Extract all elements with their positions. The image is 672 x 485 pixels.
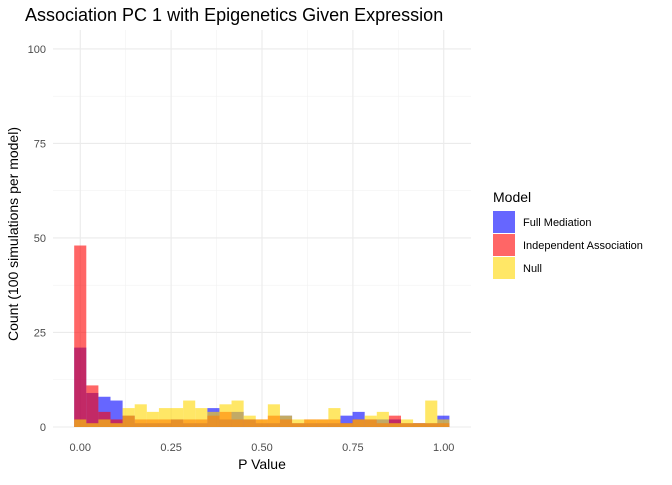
x-tick-label: 0.25 (160, 442, 181, 454)
legend-label-null: Null (523, 263, 542, 275)
x-tick-label: 0.00 (70, 442, 91, 454)
bar-null (219, 404, 232, 427)
major-gridlines (53, 30, 471, 428)
bar-full-mediation (340, 415, 353, 427)
x-tick-label: 1.00 (433, 442, 454, 454)
bar-null (328, 408, 341, 427)
bar-null (86, 423, 99, 427)
bar-null (364, 415, 377, 427)
bar-null (279, 415, 293, 427)
histogram-bars (74, 245, 450, 427)
bar-independent-association (74, 245, 87, 427)
bar-null (243, 415, 256, 427)
bar-null (400, 419, 414, 427)
bar-null (134, 404, 147, 427)
y-tick-label: 25 (34, 327, 46, 339)
bar-null (122, 408, 135, 427)
y-axis-label: Count (100 simulations per model) (5, 127, 21, 341)
chart-title: Association PC 1 with Epigenetics Given … (25, 5, 443, 25)
bar-null (255, 419, 268, 427)
bar-null (98, 419, 111, 427)
x-axis-label: P Value (238, 456, 286, 472)
bar-null (110, 423, 123, 427)
bar-independent-association (86, 385, 99, 427)
legend-label-full-mediation: Full Mediation (523, 217, 591, 229)
legend-key-full-mediation (493, 211, 515, 233)
bar-null (158, 408, 172, 427)
bar-null (183, 400, 196, 427)
legend-key-independent-association (493, 234, 515, 256)
bar-null (267, 404, 280, 427)
x-tick-label: 0.50 (251, 442, 272, 454)
bar-null (304, 419, 317, 427)
bar-null (207, 411, 220, 427)
legend-label-independent-association: Independent Association (523, 240, 643, 252)
bar-null (195, 408, 208, 427)
y-tick-label: 100 (28, 44, 46, 56)
legend: Model Full Mediation Independent Associat… (493, 189, 643, 279)
bar-null (388, 423, 401, 427)
bar-null (425, 400, 438, 427)
x-tick-label: 0.75 (342, 442, 363, 454)
bar-null (292, 419, 305, 427)
y-axis-tick-labels: 0 25 50 75 100 (28, 44, 46, 434)
bar-independent-association (388, 415, 401, 427)
bar-null (376, 411, 389, 427)
legend-title: Model (493, 189, 531, 205)
bar-null (413, 423, 426, 427)
legend-items: Full Mediation Independent Association Nul… (493, 211, 643, 279)
y-tick-label: 50 (34, 233, 46, 245)
bar-null (316, 419, 329, 427)
x-axis-tick-labels: 0.00 0.25 0.50 0.75 1.00 (70, 442, 455, 454)
bar-null (146, 411, 159, 427)
bar-null (171, 408, 184, 427)
bar-null (352, 419, 365, 427)
bar-null (437, 419, 450, 427)
bar-null (340, 423, 353, 427)
legend-key-null (493, 257, 515, 279)
bar-null (231, 400, 244, 427)
bar-null (74, 419, 87, 427)
y-tick-label: 0 (40, 422, 46, 434)
y-tick-label: 75 (34, 138, 46, 150)
